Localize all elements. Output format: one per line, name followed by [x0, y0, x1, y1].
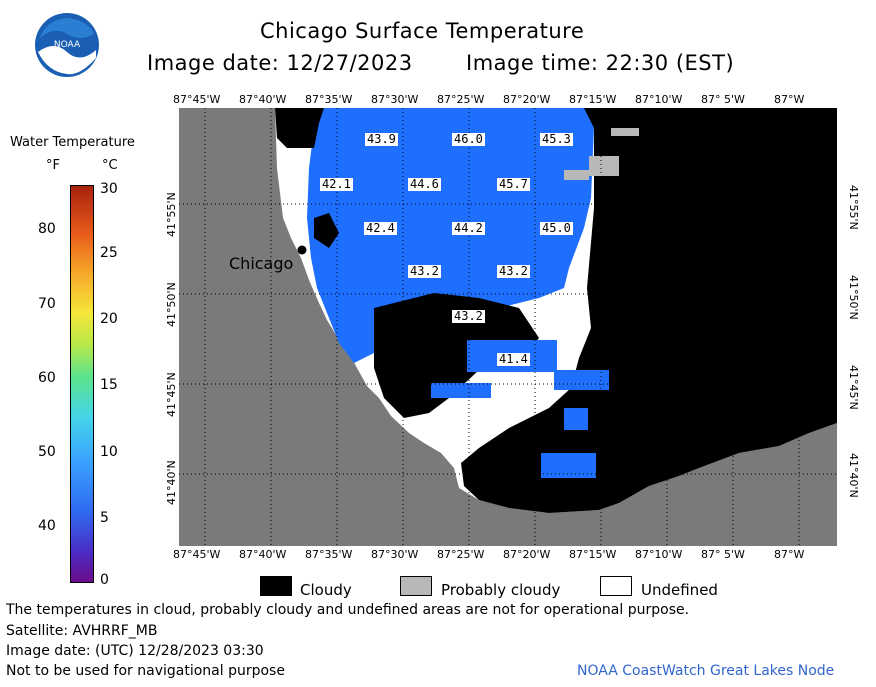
footer-satellite: Satellite: AVHRRF_MB	[6, 623, 158, 639]
latitude-label: 41°55'N	[847, 185, 860, 230]
temperature-label: 41.4	[497, 352, 530, 366]
longitude-label: 87°40'W	[239, 93, 287, 106]
longitude-label: 87°30'W	[371, 93, 419, 106]
colorbar-unit-f: °F	[46, 158, 60, 173]
temperature-label: 45.7	[497, 177, 530, 191]
colorbar-tick-f: 60	[38, 370, 56, 386]
colorbar	[70, 185, 94, 583]
footer-nav-warning: Not to be used for navigational purpose	[6, 663, 285, 679]
colorbar-tick-f: 80	[38, 221, 56, 237]
colorbar-tick-f: 40	[38, 518, 56, 534]
longitude-label: 87°45'W	[173, 93, 221, 106]
longitude-label: 87°35'W	[305, 93, 353, 106]
legend-label-cloudy: Cloudy	[300, 581, 352, 599]
longitude-label: 87°15'W	[569, 548, 617, 561]
legend-swatch-probably-cloudy	[400, 576, 432, 596]
colorbar-tick-f: 50	[38, 444, 56, 460]
latitude-label: 41°40'N	[847, 453, 860, 498]
footer-credit: NOAA CoastWatch Great Lakes Node	[577, 663, 835, 679]
longitude-label: 87° 5'W	[701, 93, 745, 106]
image-date: Image date: 12/27/2023	[147, 51, 413, 75]
legend-swatch-undefined	[600, 576, 632, 596]
page-title: Chicago Surface Temperature	[260, 19, 585, 43]
image-time: Image time: 22:30 (EST)	[466, 51, 735, 75]
temperature-label: 44.6	[408, 177, 441, 191]
footer-note: The temperatures in cloud, probably clou…	[6, 602, 690, 618]
colorbar-tick-c: 15	[100, 377, 118, 393]
longitude-label: 87°10'W	[635, 93, 683, 106]
longitude-label: 87° 5'W	[701, 548, 745, 561]
latitude-label: 41°45'N	[165, 372, 178, 417]
noaa-logo-text: NOAA	[54, 40, 81, 50]
latitude-label: 41°55'N	[165, 192, 178, 237]
longitude-label: 87°20'W	[503, 548, 551, 561]
temperature-label: 46.0	[452, 132, 485, 146]
colorbar-title: Water Temperature	[10, 135, 135, 150]
temperature-label: 42.4	[364, 221, 397, 235]
temperature-label: 45.3	[540, 132, 573, 146]
colorbar-tick-c: 5	[100, 510, 109, 526]
map	[179, 108, 837, 546]
temperature-label: 44.2	[452, 221, 485, 235]
latitude-label: 41°45'N	[847, 365, 860, 410]
temperature-label: 43.2	[452, 309, 485, 323]
noaa-logo: NOAA	[34, 12, 100, 78]
longitude-label: 87°10'W	[635, 548, 683, 561]
temperature-label: 45.0	[540, 221, 573, 235]
legend-label-undefined: Undefined	[641, 581, 718, 599]
colorbar-tick-c: 30	[100, 181, 118, 197]
footer-utc-date: Image date: (UTC) 12/28/2023 03:30	[6, 643, 264, 659]
longitude-label: 87°25'W	[437, 548, 485, 561]
latitude-label: 41°50'N	[165, 282, 178, 327]
longitude-label: 87°20'W	[503, 93, 551, 106]
colorbar-tick-c: 10	[100, 444, 118, 460]
temperature-label: 42.1	[320, 177, 353, 191]
cloud-areas	[275, 108, 837, 513]
legend-label-probably-cloudy: Probably cloudy	[441, 581, 561, 599]
temperature-label: 43.2	[497, 264, 530, 278]
longitude-label: 87°40'W	[239, 548, 287, 561]
latitude-label: 41°50'N	[847, 275, 860, 320]
longitude-label: 87°30'W	[371, 548, 419, 561]
probably-cloudy-areas	[564, 128, 639, 180]
city-label-chicago: Chicago	[229, 254, 294, 273]
longitude-label: 87°W	[774, 548, 805, 561]
temperature-label: 43.2	[408, 264, 441, 278]
colorbar-tick-c: 0	[100, 572, 109, 588]
colorbar-unit-c: °C	[102, 158, 118, 173]
chicago-marker	[297, 245, 307, 255]
longitude-label: 87°25'W	[437, 93, 485, 106]
colorbar-tick-c: 25	[100, 245, 118, 261]
temperature-label: 43.9	[365, 132, 398, 146]
longitude-label: 87°45'W	[173, 548, 221, 561]
colorbar-tick-c: 20	[100, 311, 118, 327]
colorbar-tick-f: 70	[38, 296, 56, 312]
graticule	[179, 108, 837, 546]
legend-swatch-cloudy	[260, 576, 292, 596]
latitude-label: 41°40'N	[165, 460, 178, 505]
longitude-label: 87°35'W	[305, 548, 353, 561]
longitude-label: 87°15'W	[569, 93, 617, 106]
longitude-label: 87°W	[774, 93, 805, 106]
water-area	[307, 108, 647, 363]
